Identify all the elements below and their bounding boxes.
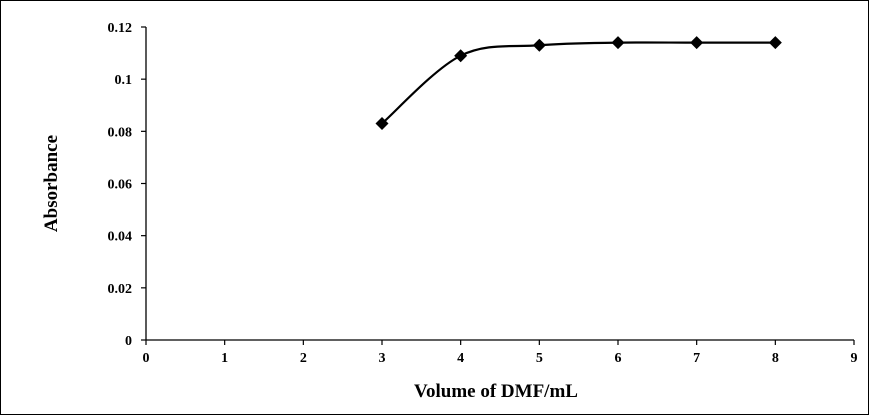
data-point [611,36,625,50]
x-tick-label: 5 [536,351,543,366]
series-line [381,41,776,125]
x-axis-title: Volume of DMF/mL [414,381,578,402]
data-point [454,49,468,63]
axes [145,27,854,341]
x-tick-label: 1 [221,351,228,366]
data-point [532,38,546,52]
y-axis-ticks: 0 0.02 0.04 0.06 0.08 0.1 0.12 [108,21,146,349]
x-tick-label: 0 [143,351,150,366]
series-layer [375,36,782,131]
x-tick-label: 6 [615,351,622,366]
y-tick-label: 0.12 [108,21,133,36]
y-tick-label: 0 [125,334,132,349]
y-tick-label: 0.06 [108,178,133,193]
data-point [768,36,782,50]
x-axis-ticks: 0 1 2 3 4 5 6 7 8 9 [143,340,858,366]
y-tick-label: 0.02 [108,282,133,297]
data-point [690,36,704,50]
data-point [375,117,389,131]
x-tick-label: 9 [851,351,858,366]
y-axis-title: Absorbance [41,135,62,232]
x-tick-label: 8 [772,351,779,366]
x-tick-label: 3 [379,351,386,366]
y-tick-label: 0.08 [108,125,133,140]
x-tick-label: 7 [693,351,700,366]
y-tick-label: 0.1 [115,73,133,88]
y-tick-label: 0.04 [108,230,133,245]
x-tick-label: 4 [457,351,464,366]
x-tick-label: 2 [300,351,307,366]
